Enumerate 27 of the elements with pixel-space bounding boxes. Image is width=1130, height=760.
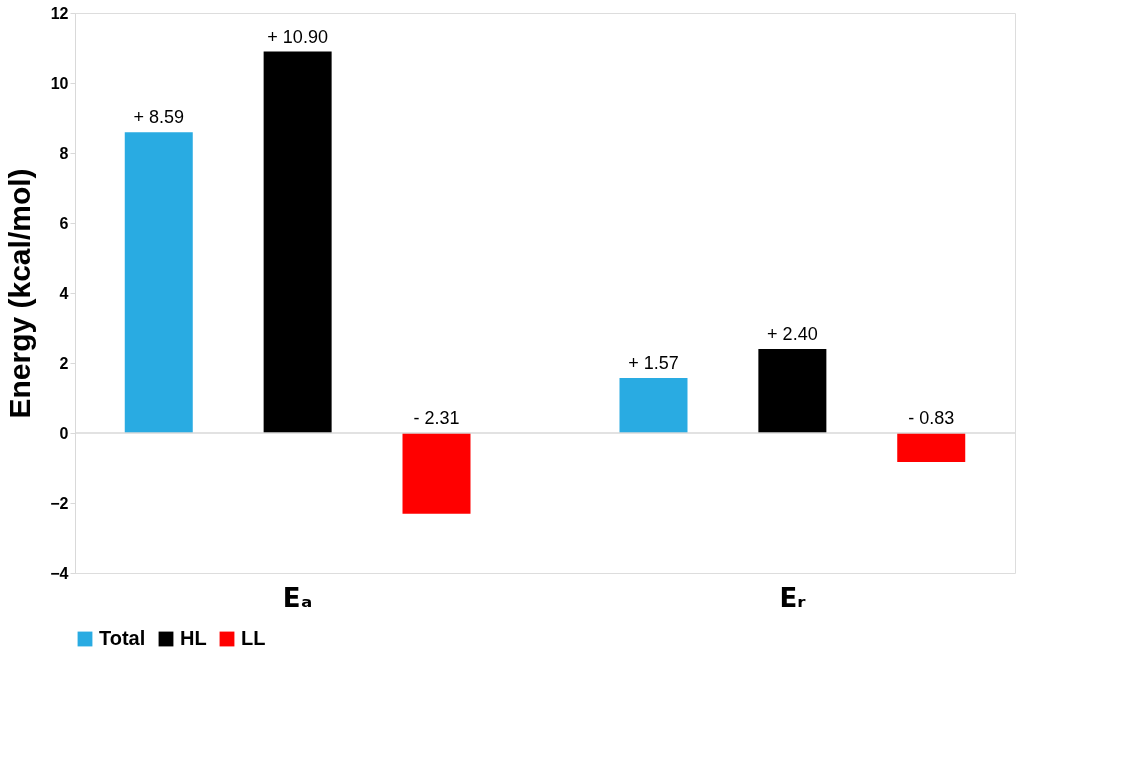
y-tick-label: 4	[59, 284, 69, 302]
legend-label: LL	[241, 627, 266, 649]
data-label: + 10.90	[267, 26, 328, 47]
data-label: + 8.59	[133, 107, 185, 128]
y-tick-label: 6	[59, 214, 69, 232]
y-tick-label: 12	[50, 4, 69, 22]
y-tick-label: 2	[59, 354, 69, 372]
legend-label: HL	[180, 627, 207, 649]
data-label: + 2.40	[767, 324, 818, 344]
bar	[402, 433, 471, 514]
x-tick-label: Eₐ	[282, 582, 313, 613]
bar	[619, 378, 688, 433]
y-axis-title: Energy (kcal/mol)	[3, 168, 37, 419]
bar	[758, 349, 827, 433]
x-tick-label: Eᵣ	[779, 582, 807, 613]
data-label: - 0.83	[908, 408, 955, 428]
bar	[263, 51, 332, 433]
y-tick-label: 8	[59, 144, 69, 162]
y-tick-label: −4	[50, 564, 69, 582]
legend-label: Total	[99, 627, 146, 649]
y-tick-label: 0	[59, 424, 69, 442]
y-tick-label: −2	[50, 494, 69, 512]
data-label: + 1.57	[628, 353, 679, 374]
bar	[124, 132, 193, 433]
bar	[897, 433, 966, 463]
y-tick-label: 10	[50, 74, 69, 92]
data-label: - 2.31	[413, 408, 460, 428]
